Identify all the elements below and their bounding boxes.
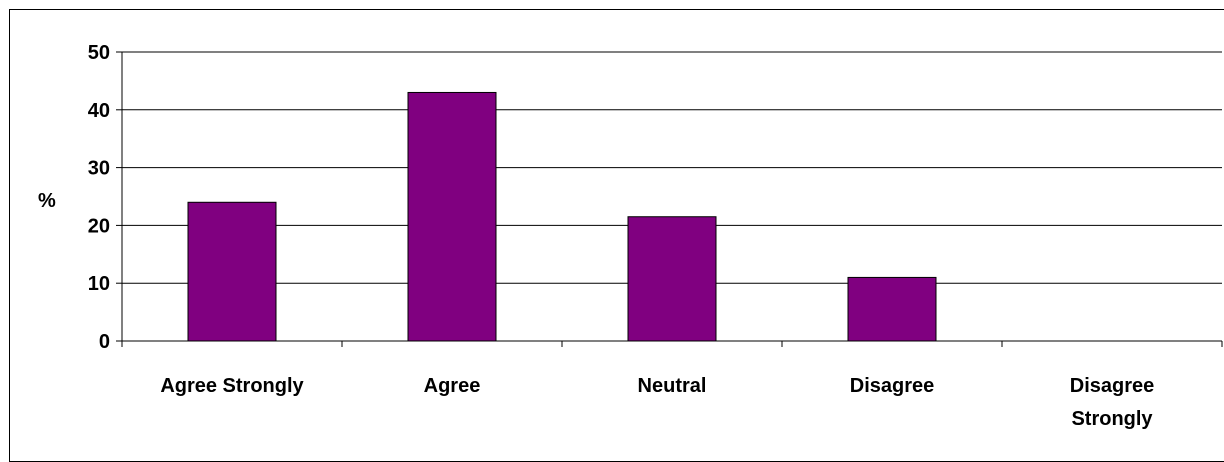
category-labels: Agree Strongly Agree Neutral Disagree Disagr… xyxy=(160,375,1154,430)
y-tick-label: 10 xyxy=(88,273,110,295)
category-label: Disagree xyxy=(850,375,935,397)
y-tick-labels: 0 10 20 30 40 50 xyxy=(88,42,110,353)
bars xyxy=(187,91,937,342)
category-label: Neutral xyxy=(638,375,707,397)
bar xyxy=(627,216,717,342)
category-label: Disagree Strongly xyxy=(1070,375,1155,430)
category-label: Agree Strongly xyxy=(160,375,304,397)
axes xyxy=(116,51,1223,347)
bar xyxy=(187,201,277,342)
y-tick-label: 40 xyxy=(88,100,110,122)
category-label: Agree xyxy=(424,375,481,397)
y-tick-label: 20 xyxy=(88,215,110,237)
y-axis-label: % xyxy=(38,190,56,212)
y-tick-label: 30 xyxy=(88,158,110,180)
bar xyxy=(847,276,937,342)
bar xyxy=(407,91,497,342)
y-tick-label: 50 xyxy=(88,42,110,64)
y-tick-label: 0 xyxy=(99,331,110,353)
